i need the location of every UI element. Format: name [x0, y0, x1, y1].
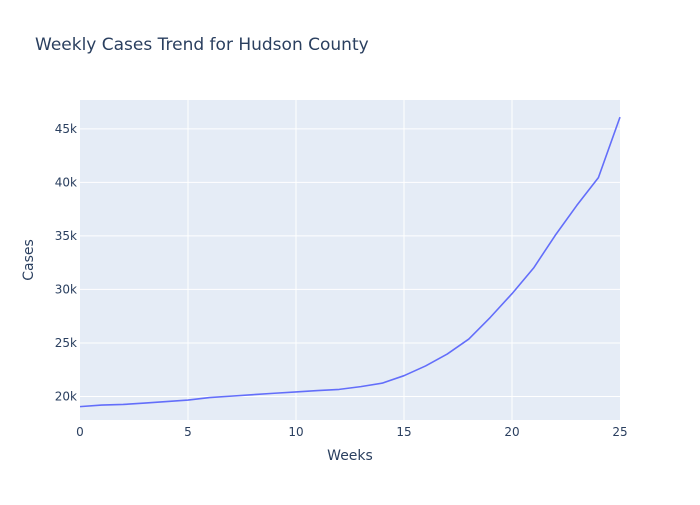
y-tick-label: 30k — [55, 282, 77, 296]
y-tick-label: 20k — [55, 389, 77, 403]
y-axis-title: Cases — [21, 239, 37, 281]
y-tick-label: 45k — [55, 122, 77, 136]
x-tick-label: 15 — [396, 425, 411, 439]
plot-area — [80, 100, 620, 420]
x-tick-label: 0 — [76, 425, 84, 439]
chart-title: Weekly Cases Trend for Hudson County — [35, 35, 369, 55]
x-tick-label: 20 — [504, 425, 519, 439]
y-tick-label: 40k — [55, 175, 77, 189]
series-layer — [79, 116, 621, 408]
y-gridlines — [80, 128, 620, 397]
x-tick-label: 10 — [288, 425, 303, 439]
series-line — [79, 116, 621, 408]
x-tick-label: 5 — [184, 425, 192, 439]
x-axis-title: Weeks — [327, 448, 373, 464]
y-axis-ticks: 20k 25k 30k 35k 40k 45k — [55, 122, 77, 404]
x-axis-ticks: 0 5 10 15 20 25 — [76, 425, 627, 439]
y-tick-label: 25k — [55, 336, 77, 350]
x-gridlines — [187, 100, 513, 420]
x-tick-label: 25 — [612, 425, 627, 439]
y-tick-label: 35k — [55, 229, 77, 243]
